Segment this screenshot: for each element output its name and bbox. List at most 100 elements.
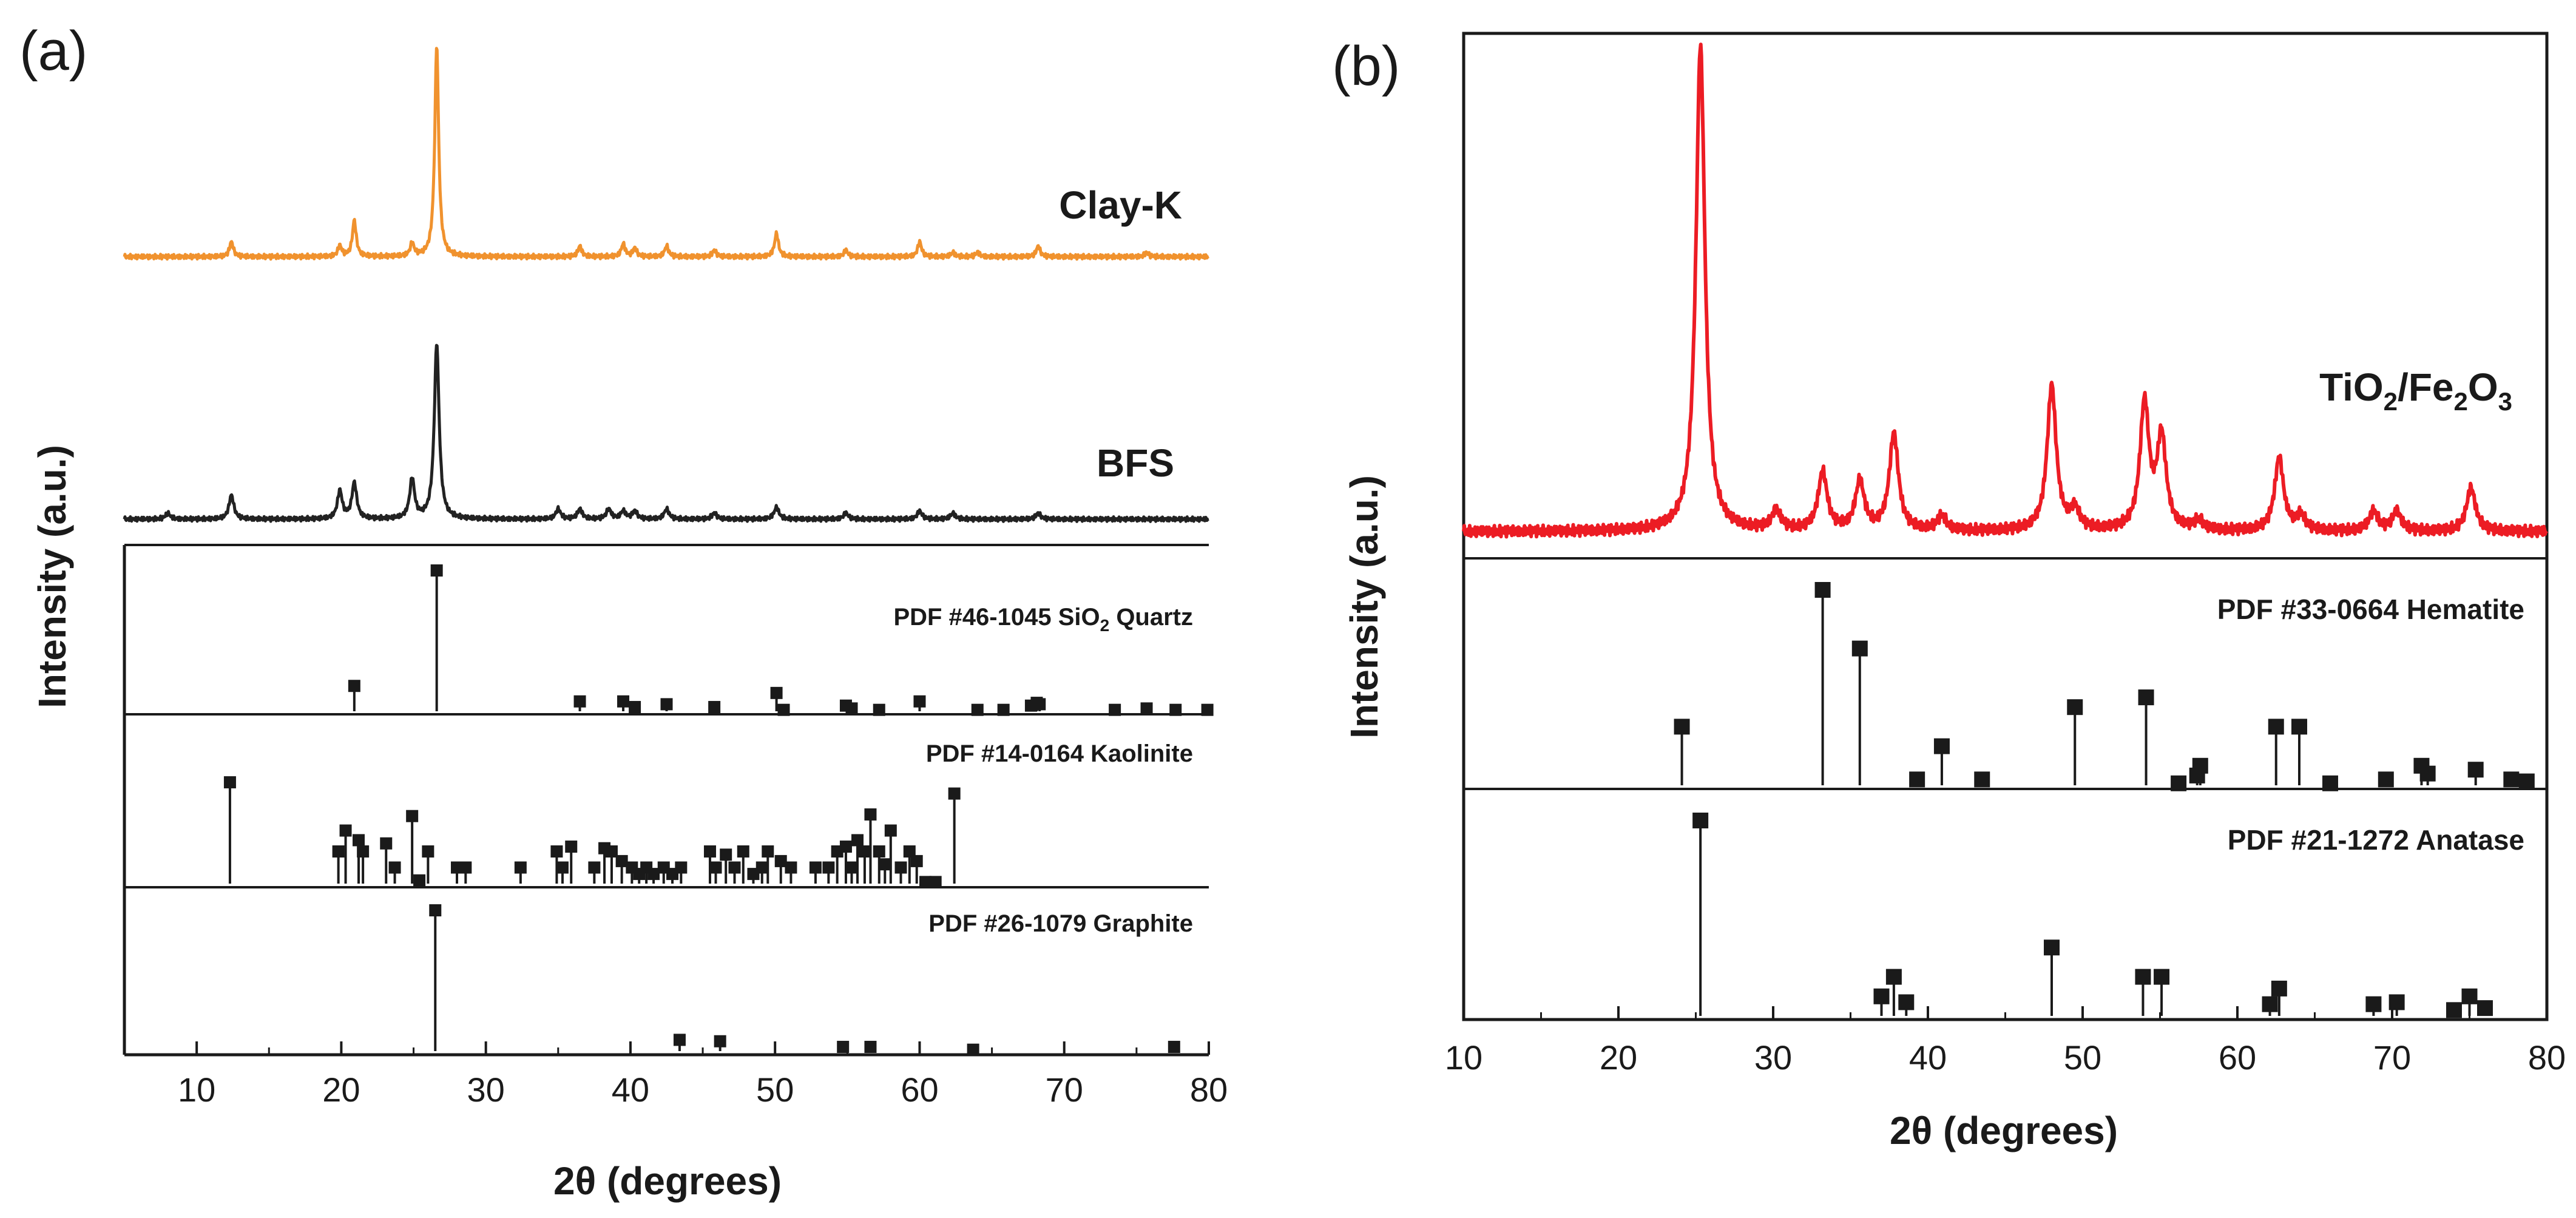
x-tick-label: 50 <box>756 1071 794 1109</box>
reference-marker <box>864 808 877 821</box>
reference-marker <box>647 868 660 881</box>
reference-marker <box>2419 765 2436 782</box>
reference-marker <box>903 845 916 858</box>
reference-marker <box>1814 582 1831 598</box>
reference-marker <box>837 1041 850 1054</box>
reference-marker <box>2378 771 2394 788</box>
reference-marker <box>2291 719 2307 735</box>
reference-marker <box>348 680 360 692</box>
reference-marker <box>2477 1000 2493 1017</box>
reference-marker <box>756 861 768 874</box>
reference-marker <box>1033 698 1046 711</box>
tio2-fe2o3-label: TiO2/Fe2O3 <box>2319 365 2512 416</box>
reference-marker <box>573 695 586 708</box>
reference-marker <box>660 698 673 711</box>
reference-marker <box>919 876 931 888</box>
reference-marker <box>879 858 891 871</box>
x-tick-label: 20 <box>1600 1038 1637 1077</box>
clay-k-line <box>123 47 1210 261</box>
reference-marker <box>762 845 774 858</box>
reference-marker <box>913 695 926 708</box>
reference-marker <box>971 703 984 716</box>
reference-marker <box>565 841 578 853</box>
reference-marker <box>2518 773 2535 790</box>
reference-marker <box>929 876 942 888</box>
panel-b: (b) Intensity (a.u.) TiO2/Fe2O3 PDF #33-… <box>1332 32 2566 1152</box>
x-tick-label: 30 <box>1754 1038 1792 1077</box>
reference-marker <box>1873 988 1890 1004</box>
reference-marker <box>2154 969 2170 985</box>
reference-marker <box>1974 771 1990 788</box>
panel-b-x-axis-title: 2θ (degrees) <box>1890 1109 2118 1152</box>
hematite-reference-pattern <box>1674 582 2535 791</box>
panel-b-x-ticks: 10 20 30 40 50 60 70 80 <box>1445 1006 2566 1077</box>
reference-marker <box>2192 757 2208 774</box>
reference-marker <box>675 861 688 874</box>
x-tick-label: 20 <box>322 1071 360 1109</box>
x-tick-label: 70 <box>1046 1071 1083 1109</box>
reference-marker <box>777 703 790 716</box>
reference-marker <box>785 861 797 874</box>
bfs-plot: BFS <box>123 343 1210 523</box>
reference-marker <box>514 861 527 874</box>
reference-marker <box>873 703 885 716</box>
hematite-reference-label: PDF #33-0664 Hematite <box>2217 594 2524 625</box>
reference-marker <box>550 845 563 858</box>
reference-marker <box>1933 738 1950 754</box>
reference-marker <box>380 837 393 850</box>
reference-marker <box>873 845 885 858</box>
reference-marker <box>948 787 961 800</box>
reference-marker <box>1169 703 1182 716</box>
kaolinite-reference-pattern <box>223 776 961 888</box>
reference-marker <box>1885 969 1902 985</box>
tio2-fe2o3-line <box>1462 42 2549 539</box>
clay-k-plot: Clay-K <box>123 47 1210 261</box>
reference-marker <box>673 1034 686 1046</box>
bfs-line <box>123 343 1210 523</box>
reference-marker <box>357 845 370 858</box>
reference-marker <box>556 861 569 874</box>
reference-marker <box>1168 1041 1180 1054</box>
reference-marker <box>708 701 721 714</box>
reference-marker <box>822 861 835 874</box>
x-tick-label: 40 <box>612 1071 649 1109</box>
reference-marker <box>2138 689 2154 706</box>
reference-marker <box>2461 988 2478 1004</box>
reference-marker <box>2503 771 2520 788</box>
reference-marker <box>413 874 426 887</box>
quartz-reference-pattern <box>348 564 1214 716</box>
panel-a-letter: (a) <box>19 20 87 82</box>
panel-b-letter: (b) <box>1332 35 1400 97</box>
x-tick-label: 60 <box>2219 1038 2256 1077</box>
reference-marker <box>615 854 628 867</box>
x-tick-label: 40 <box>1909 1038 1947 1077</box>
reference-marker <box>2467 762 2484 778</box>
panel-a-y-axis-title: Intensity (a.u.) <box>30 445 74 708</box>
reference-marker <box>2271 980 2287 996</box>
x-tick-label: 60 <box>901 1071 938 1109</box>
reference-marker <box>223 776 236 789</box>
x-tick-label: 30 <box>467 1071 505 1109</box>
reference-marker <box>728 861 741 874</box>
reference-marker <box>2044 939 2060 956</box>
reference-marker <box>1140 702 1153 715</box>
reference-marker <box>864 1041 877 1054</box>
reference-marker <box>2262 996 2278 1012</box>
reference-marker <box>770 686 783 699</box>
x-tick-label: 50 <box>2064 1038 2101 1077</box>
reference-marker <box>737 845 749 858</box>
reference-marker <box>809 861 822 874</box>
x-tick-label: 10 <box>178 1071 215 1109</box>
panel-a-x-axis-title: 2θ (degrees) <box>553 1159 782 1203</box>
reference-marker <box>2365 996 2382 1012</box>
reference-marker <box>605 845 618 858</box>
panel-b-y-axis-title: Intensity (a.u.) <box>1342 475 1386 739</box>
reference-marker <box>894 861 907 874</box>
graphite-reference-pattern <box>429 904 1180 1056</box>
reference-marker <box>1109 703 1121 716</box>
reference-marker <box>774 854 787 867</box>
kaolinite-reference-label: PDF #14-0164 Kaolinite <box>926 740 1193 767</box>
panel-a-x-ticks: 10 20 30 40 50 60 70 80 <box>178 1041 1228 1109</box>
reference-marker <box>352 834 365 847</box>
reference-marker <box>430 564 443 577</box>
